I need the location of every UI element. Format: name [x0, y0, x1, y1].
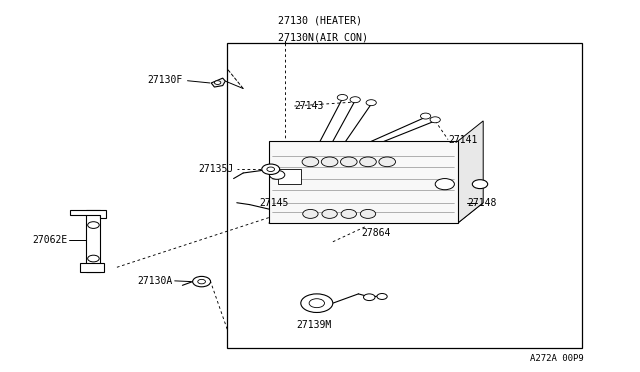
Bar — [227, 43, 582, 348]
Text: 27864: 27864 — [362, 228, 391, 237]
Text: 27130F: 27130F — [147, 75, 182, 85]
Circle shape — [360, 157, 376, 167]
Circle shape — [321, 157, 338, 167]
Circle shape — [472, 180, 488, 189]
Circle shape — [322, 209, 337, 218]
Polygon shape — [80, 263, 104, 272]
Circle shape — [303, 209, 318, 218]
Circle shape — [360, 209, 376, 218]
Circle shape — [435, 179, 454, 190]
Polygon shape — [458, 121, 483, 223]
Text: 27139M: 27139M — [296, 321, 332, 330]
Circle shape — [379, 157, 396, 167]
Circle shape — [269, 170, 285, 179]
Circle shape — [267, 167, 275, 171]
Circle shape — [198, 279, 205, 284]
Circle shape — [301, 294, 333, 312]
Circle shape — [340, 157, 357, 167]
Circle shape — [337, 94, 348, 100]
Text: A272A 00P9: A272A 00P9 — [530, 355, 584, 363]
Circle shape — [262, 164, 280, 174]
Circle shape — [341, 209, 356, 218]
Circle shape — [88, 255, 99, 262]
Circle shape — [214, 81, 221, 84]
Circle shape — [302, 157, 319, 167]
Polygon shape — [211, 78, 225, 87]
Text: 27062E: 27062E — [32, 235, 67, 245]
Bar — [269, 141, 458, 223]
Text: 27141: 27141 — [448, 135, 477, 144]
Text: 27135J: 27135J — [198, 164, 234, 174]
Circle shape — [350, 97, 360, 103]
Text: 27143: 27143 — [294, 101, 324, 111]
Bar — [278, 169, 301, 184]
Text: 27130A: 27130A — [138, 276, 173, 286]
Circle shape — [193, 276, 211, 287]
Text: 27130N(AIR CON): 27130N(AIR CON) — [278, 32, 369, 42]
Text: 27148: 27148 — [467, 198, 497, 208]
Text: 27145: 27145 — [259, 198, 289, 208]
Polygon shape — [269, 203, 483, 223]
Circle shape — [88, 222, 99, 228]
Polygon shape — [86, 210, 100, 272]
Text: 27130 (HEATER): 27130 (HEATER) — [278, 16, 362, 25]
Circle shape — [364, 294, 375, 301]
Circle shape — [377, 294, 387, 299]
Circle shape — [420, 113, 431, 119]
Circle shape — [430, 117, 440, 123]
Circle shape — [309, 299, 324, 308]
Circle shape — [366, 100, 376, 106]
Polygon shape — [70, 210, 106, 218]
